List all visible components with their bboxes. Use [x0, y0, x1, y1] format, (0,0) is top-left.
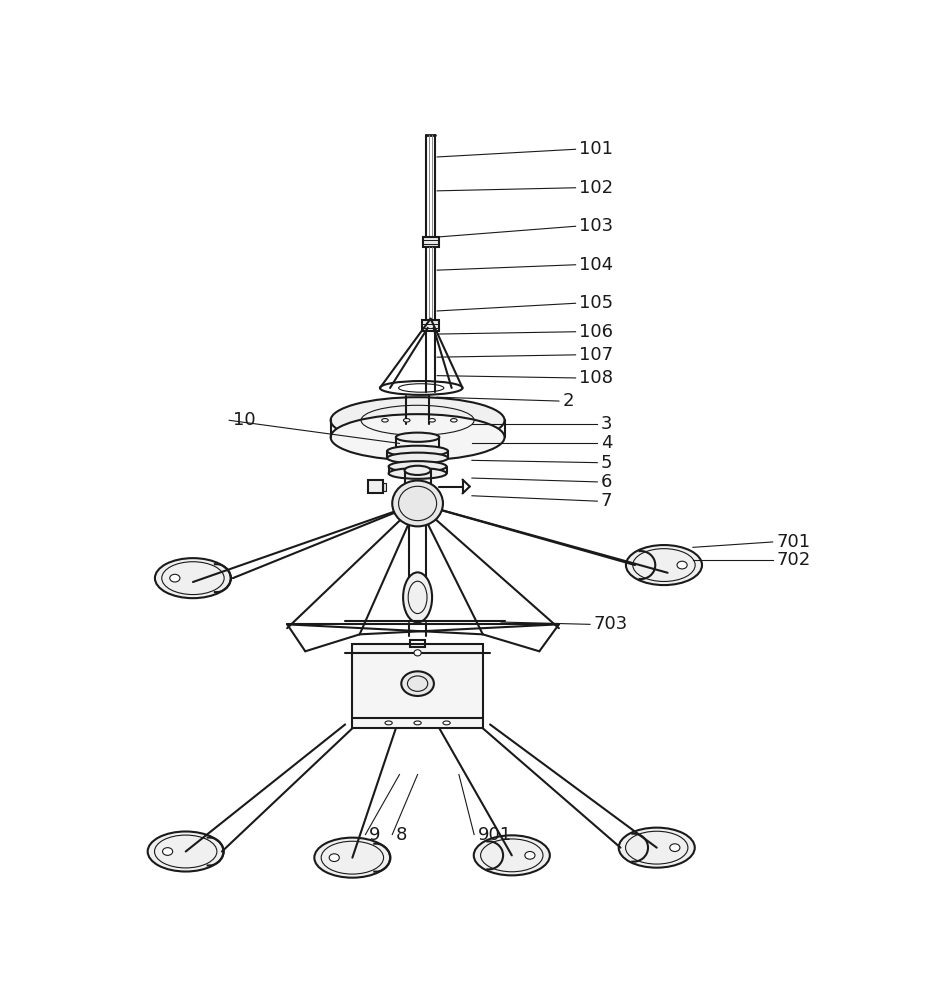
Text: 703: 703	[594, 615, 628, 633]
Bar	[422, 320, 439, 331]
Ellipse shape	[403, 572, 432, 622]
Ellipse shape	[381, 419, 388, 422]
Text: 5: 5	[601, 454, 612, 472]
Text: 4: 4	[601, 434, 612, 452]
Text: 702: 702	[776, 551, 811, 569]
Bar	[382, 483, 386, 491]
Text: 3: 3	[601, 415, 612, 433]
Text: 101: 101	[579, 140, 613, 158]
Ellipse shape	[155, 558, 231, 598]
Ellipse shape	[451, 419, 457, 422]
Ellipse shape	[429, 419, 436, 422]
Text: 901: 901	[478, 826, 511, 844]
Ellipse shape	[170, 574, 180, 582]
Ellipse shape	[405, 466, 431, 475]
Ellipse shape	[148, 831, 223, 872]
Text: 2: 2	[563, 392, 574, 410]
Ellipse shape	[314, 838, 391, 878]
Ellipse shape	[387, 446, 448, 456]
Ellipse shape	[389, 461, 447, 472]
Text: 8: 8	[396, 826, 408, 844]
Text: 102: 102	[579, 179, 613, 197]
Ellipse shape	[414, 650, 422, 656]
Ellipse shape	[404, 419, 410, 422]
Ellipse shape	[396, 433, 439, 442]
Ellipse shape	[387, 453, 448, 463]
Bar	[352, 644, 482, 728]
Text: 701: 701	[776, 533, 811, 551]
Text: 6: 6	[601, 473, 612, 491]
Ellipse shape	[474, 835, 550, 875]
Text: 7: 7	[601, 492, 612, 510]
Ellipse shape	[401, 671, 434, 696]
Ellipse shape	[626, 545, 702, 585]
Ellipse shape	[414, 721, 422, 725]
Ellipse shape	[163, 848, 173, 855]
Text: 105: 105	[579, 294, 613, 312]
Ellipse shape	[619, 828, 695, 868]
Text: 108: 108	[579, 369, 613, 387]
Ellipse shape	[331, 414, 505, 460]
Text: 106: 106	[579, 323, 613, 341]
Text: 9: 9	[369, 826, 381, 844]
Ellipse shape	[677, 561, 687, 569]
Text: 10: 10	[233, 411, 255, 429]
Bar	[410, 640, 424, 647]
Ellipse shape	[329, 854, 339, 862]
Bar	[423, 237, 439, 247]
Ellipse shape	[389, 468, 447, 479]
Ellipse shape	[525, 852, 535, 859]
Text: 103: 103	[579, 217, 613, 235]
Text: 107: 107	[579, 346, 613, 364]
Ellipse shape	[393, 481, 443, 526]
Ellipse shape	[443, 721, 451, 725]
Ellipse shape	[385, 721, 393, 725]
Ellipse shape	[669, 844, 680, 851]
Bar	[368, 480, 382, 493]
Text: 104: 104	[579, 256, 613, 274]
Ellipse shape	[331, 397, 505, 443]
